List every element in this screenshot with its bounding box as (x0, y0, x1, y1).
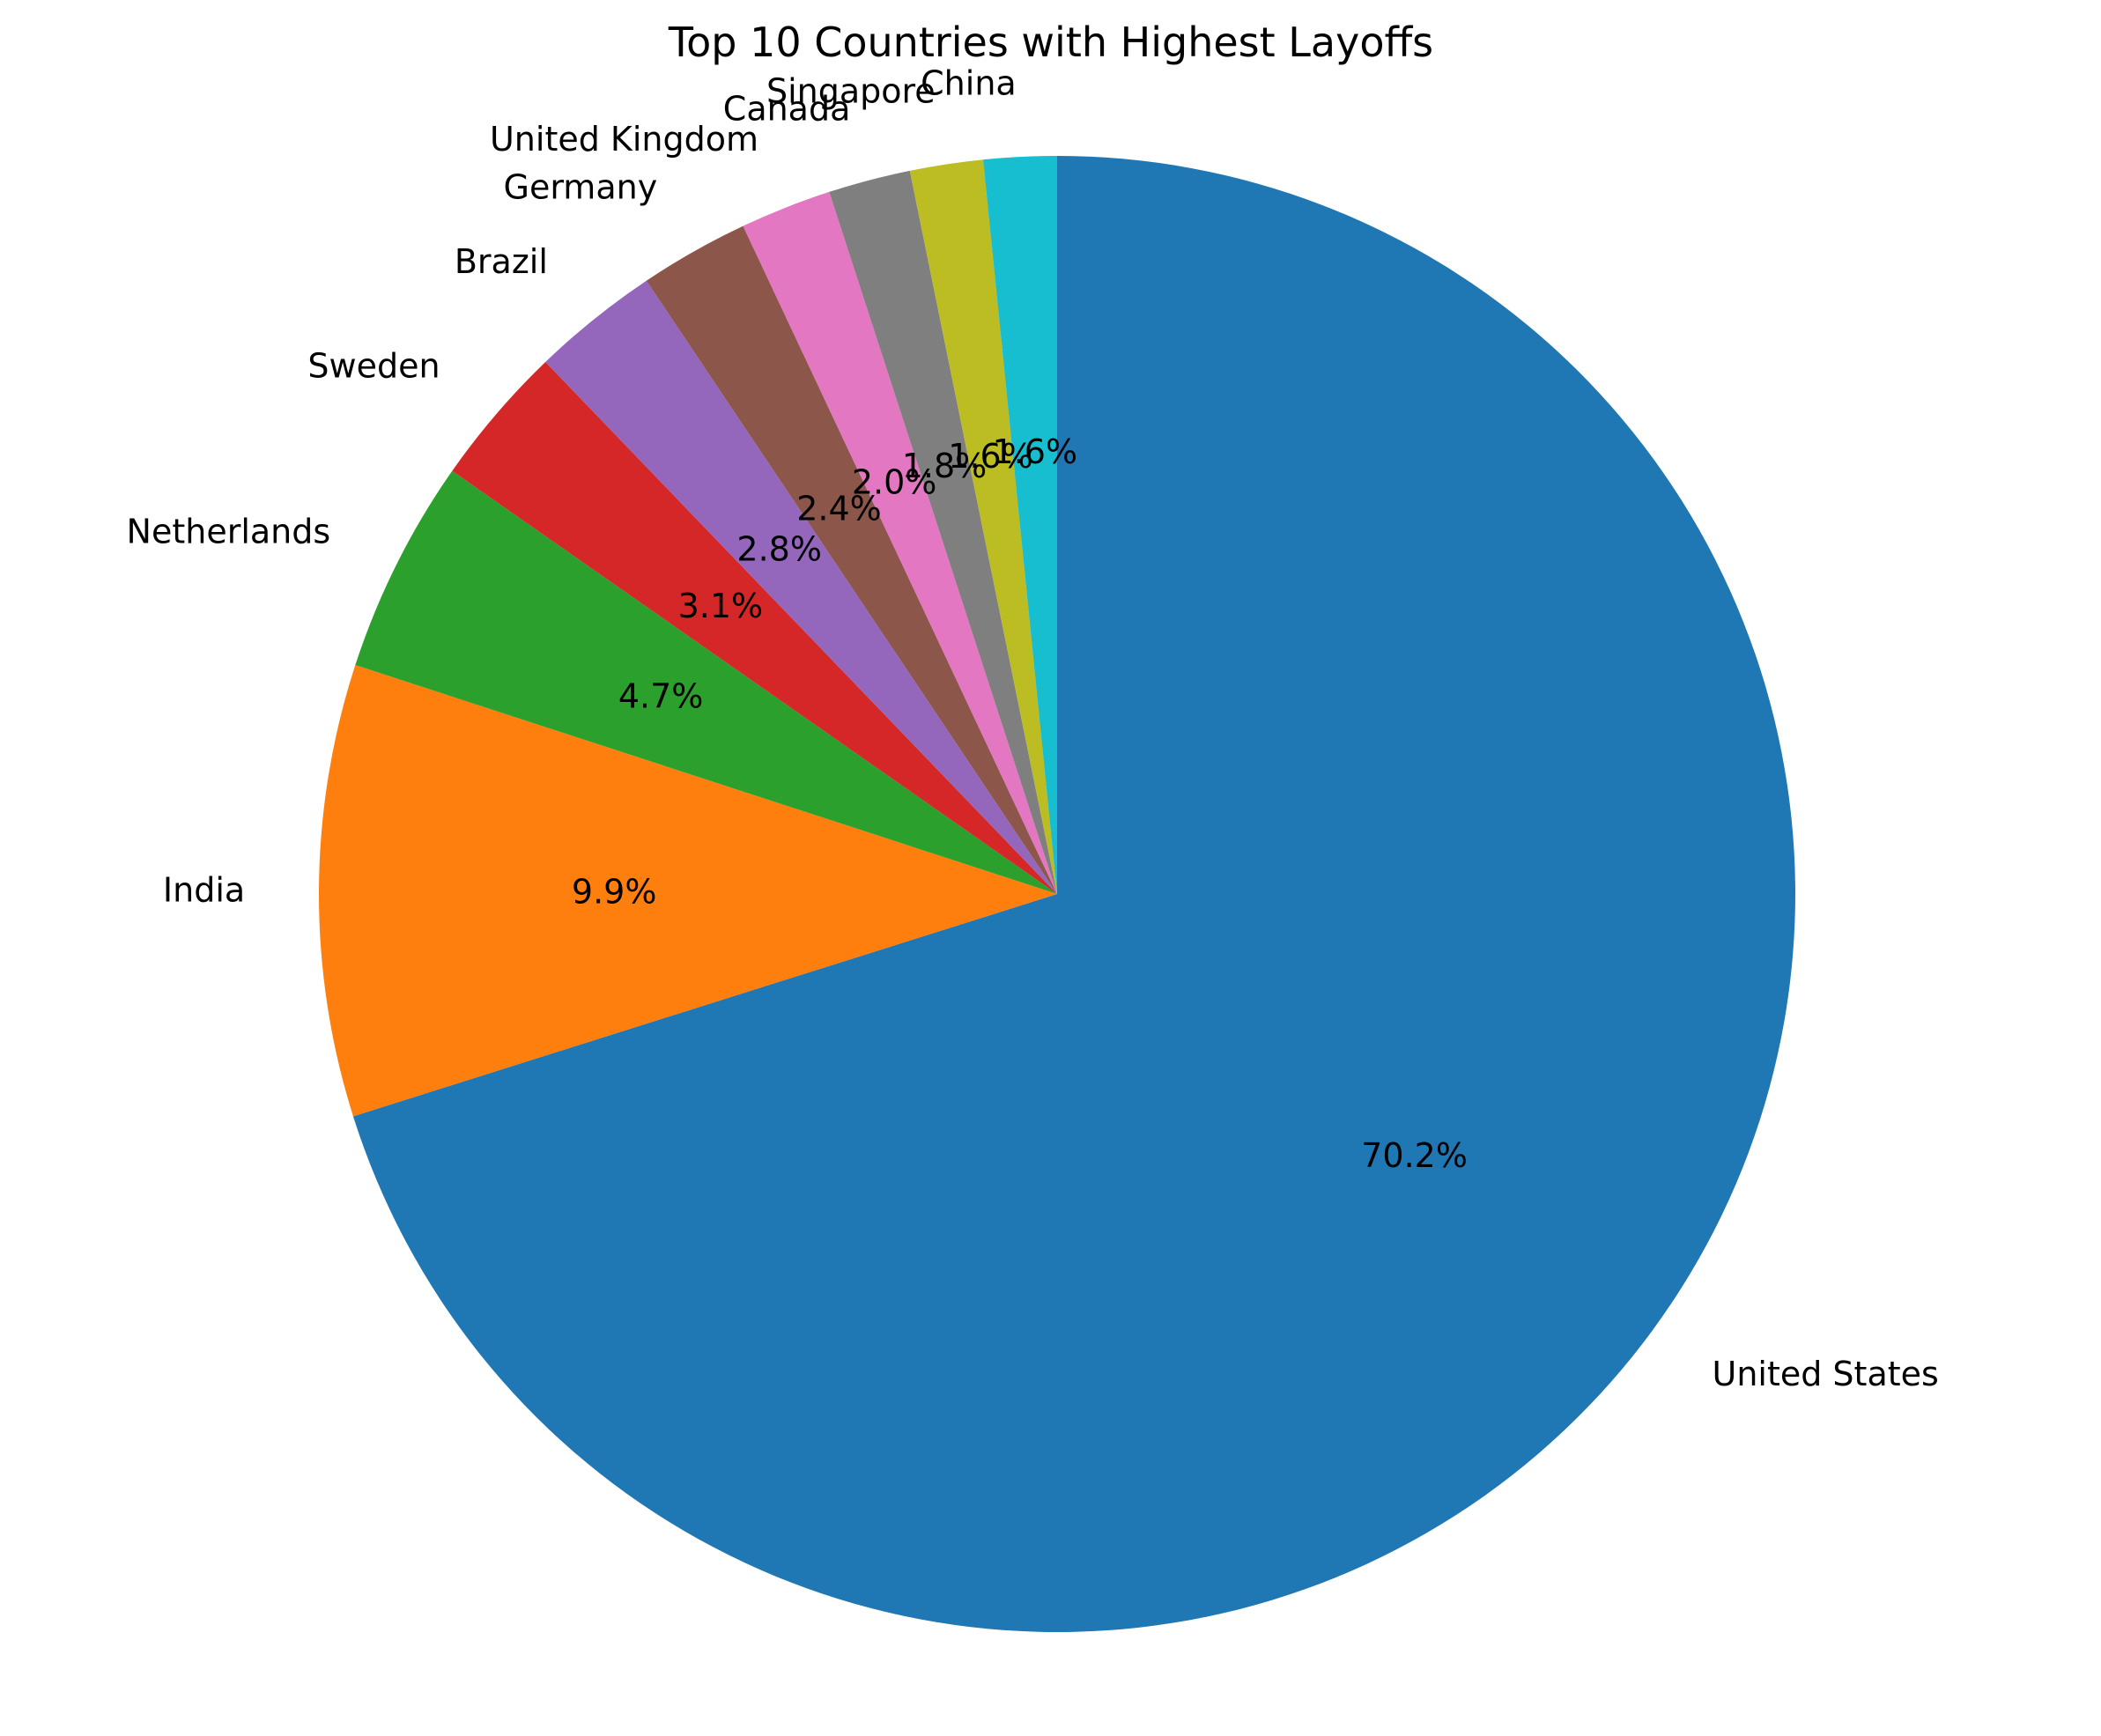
pie-slice-sweden (452, 361, 1057, 894)
pie-slice-brazil (545, 280, 1057, 894)
slice-label-india: India (163, 871, 245, 910)
slice-label-singapore: Singapore (766, 72, 936, 111)
pie-slice-united-states (352, 156, 1796, 1632)
pct-label-united-kingdom: 2.0% (852, 462, 937, 501)
pct-label-china: 1.6% (993, 432, 1078, 471)
pie-slice-india (319, 665, 1057, 1117)
pct-label-netherlands: 4.7% (618, 677, 704, 716)
pie-slice-canada (829, 170, 1057, 895)
slice-label-germany: Germany (504, 168, 658, 207)
pct-label-sweden: 3.1% (678, 587, 764, 625)
chart-title: Top 10 Countries with Highest Layoffs (668, 18, 1433, 66)
pie-slice-singapore (909, 159, 1057, 895)
pie-slice-germany (646, 225, 1057, 895)
pct-label-singapore: 1.6% (948, 437, 1033, 476)
pie-slices (319, 156, 1796, 1632)
pct-label-india: 9.9% (572, 873, 657, 912)
slice-label-sweden: Sweden (307, 347, 440, 386)
slice-label-brazil: Brazil (455, 242, 548, 281)
pie-slice-united-kingdom (743, 191, 1057, 894)
pie-slice-netherlands (355, 470, 1058, 894)
pct-label-germany: 2.4% (796, 489, 882, 528)
slice-label-canada: Canada (723, 90, 851, 129)
slice-label-united-states: United States (1713, 1355, 1939, 1393)
pct-label-brazil: 2.8% (736, 529, 822, 568)
slice-label-united-kingdom: United Kingdom (490, 120, 758, 159)
slice-label-netherlands: Netherlands (127, 512, 331, 550)
pie-labels: United States 70.2% India 9.9% Netherlands 4.… (127, 63, 1939, 1393)
pct-label-canada: 1.8% (902, 447, 988, 485)
slice-label-china: China (921, 63, 1017, 102)
pie-slice-china (982, 156, 1057, 894)
pct-label-united-states: 70.2% (1361, 1136, 1468, 1175)
